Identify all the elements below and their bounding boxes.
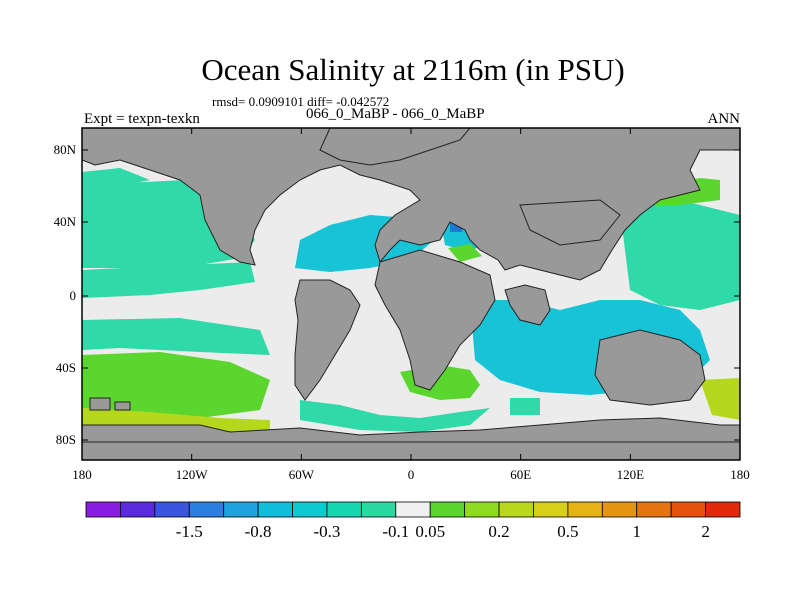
colorbar-swatch: [670, 501, 706, 518]
greenland: [319, 128, 471, 166]
antarctic-coast: [82, 417, 740, 443]
colorbar-swatch: [154, 501, 190, 518]
colorbar-swatch: [326, 501, 362, 518]
map-area: [82, 128, 740, 460]
kerguelen-teal: [510, 398, 540, 415]
x-tick-label: 180: [730, 467, 750, 482]
island-2: [114, 401, 131, 411]
colorbar-swatch: [292, 501, 328, 518]
asia-interior: [519, 199, 621, 246]
colorbar-label: -1.5: [176, 522, 203, 541]
colorbar-swatch: [601, 501, 638, 518]
colorbar-swatch: [120, 501, 156, 518]
colorbar-label: 0.5: [557, 522, 578, 541]
south-pacific-teal: [82, 318, 270, 355]
y-tick-label: 80S: [56, 432, 76, 447]
map-title: Ocean Salinity at 2116m (in PSU): [201, 52, 625, 87]
colorbar-label: 2: [701, 522, 710, 541]
colorbar-swatch: [464, 501, 500, 518]
colorbar-label: -0.8: [245, 522, 272, 541]
x-tick-label: 120W: [176, 467, 209, 482]
colorbar-swatch: [257, 501, 293, 518]
island-1: [89, 397, 111, 411]
colorbar-label: 1: [632, 522, 641, 541]
experiment-label: Expt = texpn-texkn: [84, 111, 200, 127]
colorbar: -1.5 -0.8 -0.3 -0.1 0.05 0.2 0.5 1 2: [85, 501, 741, 541]
colorbar-swatch: [636, 501, 672, 518]
colorbar-swatch: [429, 501, 466, 518]
colorbar-swatch: [498, 501, 534, 518]
india: [504, 284, 551, 326]
y-axis: 80N 40N 0 40S 80S: [54, 142, 740, 447]
south-america: [294, 279, 361, 401]
equatorial-pacific-anomaly: [82, 262, 255, 298]
y-tick-label: 40S: [56, 360, 76, 375]
colorbar-label: 0.05: [415, 522, 445, 541]
y-tick-label: 0: [70, 288, 77, 303]
south-west-pacific-yellowgreen: [700, 378, 740, 420]
colorbar-swatch: [85, 501, 121, 518]
x-axis: 180 120W 60W 0 60E 120E 180: [72, 128, 750, 482]
colorbar-swatch: [533, 501, 569, 518]
y-tick-label: 80N: [54, 142, 77, 157]
x-tick-label: 180: [72, 467, 92, 482]
colorbar-swatch: [705, 501, 741, 518]
colorbar-label: -0.1: [382, 522, 409, 541]
australia: [594, 329, 706, 406]
colorbar-label: 0.2: [488, 522, 509, 541]
africa: [374, 249, 496, 391]
season-label: ANN: [707, 111, 741, 127]
land-masses: [82, 128, 740, 460]
west-pacific-anomaly: [620, 200, 740, 310]
stats-text: rmsd= 0.0909101 diff= -0.042572: [212, 94, 390, 109]
x-tick-label: 120E: [617, 467, 645, 482]
colorbar-swatch: [360, 501, 397, 518]
colorbar-label: -0.3: [313, 522, 340, 541]
x-tick-label: 0: [408, 467, 415, 482]
colorbar-swatch: [223, 501, 259, 518]
bering-anomaly: [82, 168, 150, 188]
y-tick-label: 40N: [54, 214, 77, 229]
colorbar-swatch: [395, 501, 431, 518]
x-tick-label: 60E: [510, 467, 531, 482]
map-subtitle: 066_0_MaBP - 066_0_MaBP: [306, 106, 485, 122]
colorbar-swatch: [188, 501, 225, 518]
colorbar-swatch: [567, 501, 603, 518]
black-sea-anomaly: [448, 244, 482, 262]
x-tick-label: 60W: [289, 467, 315, 482]
southern-ocean-teal: [300, 400, 490, 432]
